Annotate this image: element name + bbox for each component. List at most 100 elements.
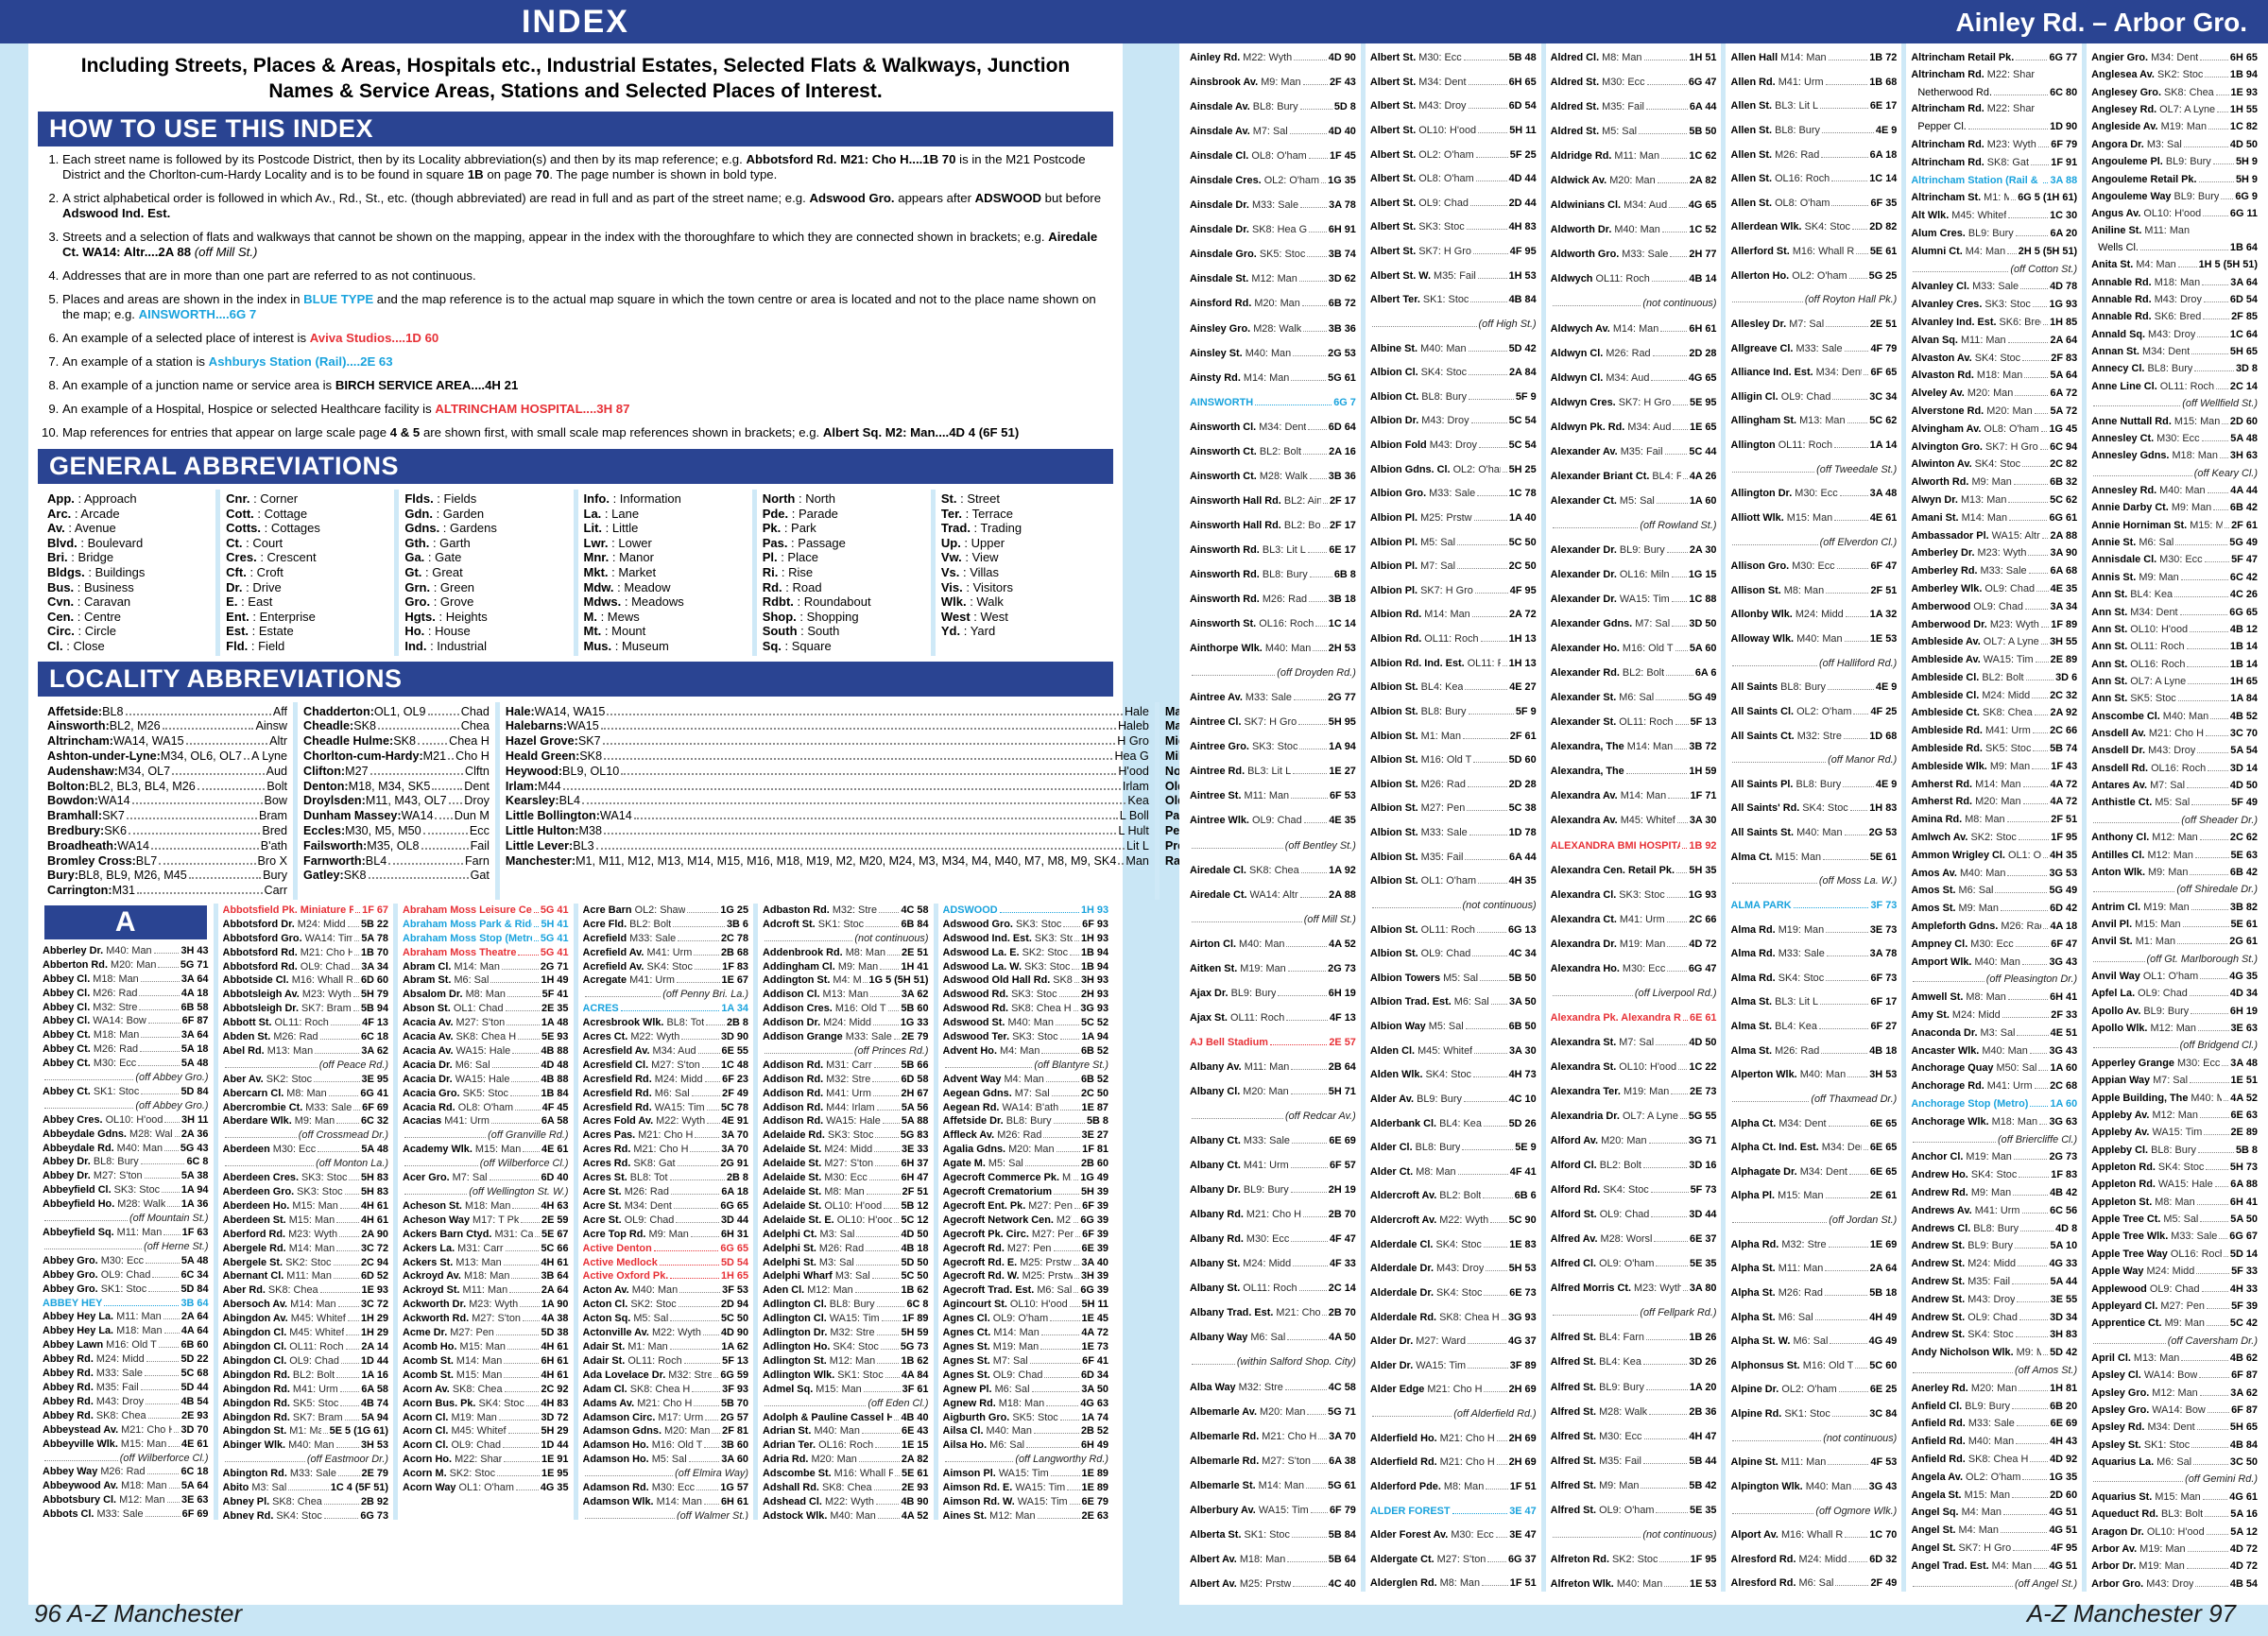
abbreviation-entry: Gt. : Great xyxy=(404,564,463,579)
index-entry: Acrefield Av. M41: Urm 2B 68 xyxy=(582,946,749,958)
how-to-use-item: Map references for entries that appear o… xyxy=(62,425,1109,440)
abbreviation-entry: Up. : Upper xyxy=(940,535,1005,550)
index-entry: Ainsworth Ct. BL2: Bolt 2A 16 xyxy=(1190,445,1356,457)
index-entry: Acheson Way M17: T Pk 2E 59 xyxy=(403,1214,569,1226)
index-entry: Abingdon Cl. OL11: Roch 2A 14 xyxy=(222,1340,389,1352)
index-entry: Agate M. M5: Sal 2B 60 xyxy=(942,1158,1109,1170)
index-entry: Albion Towers M5: Sal 5B 50 xyxy=(1369,972,1537,984)
index-entry: Advent Way M4: Man 6B 52 xyxy=(942,1073,1109,1085)
index-entry: Applewood OL9: Chad 4H 33 xyxy=(2091,1283,2258,1295)
index-entry: Aldwick Av. M20: Man 2A 82 xyxy=(1550,175,1717,187)
abbreviation-entry: Trad. : Trading xyxy=(940,521,1022,536)
index-entry: Abbey Rd. M33: Sale 5C 68 xyxy=(43,1368,209,1380)
abbreviation-entry: Bramhall: SK7 Bram xyxy=(47,809,288,823)
index-entry: (off Shiredale Dr.) xyxy=(2091,883,2258,897)
abbreviation-column: St. : Street Ter. : Terrace Trad. : Tradin… xyxy=(930,490,1109,656)
index-entry: Abram Cl. M14: Man 2G 71 xyxy=(403,960,569,973)
abbreviation-entry: Heywood: BL9, OL10 H'ood xyxy=(505,764,1149,778)
index-entry: Aberdeen M30: Ecc 5A 48 xyxy=(222,1144,389,1156)
index-entry: (off Angel St.) xyxy=(1911,1577,2077,1592)
index-entry: Apsley Cl. WA14: Bow 6F 87 xyxy=(2091,1369,2258,1382)
index-entry: Alpha Ct. M34: Dent 6E 65 xyxy=(1730,1117,1898,1129)
index-entry: Amwell St. M8: Man 6H 41 xyxy=(1911,991,2078,1004)
index-entry: Allonby Wlk. M24: Midd 1A 32 xyxy=(1730,609,1898,621)
index-entry: (off Bridgend Cl.) xyxy=(2091,1039,2258,1053)
index-entry: Amina Rd. M8: Man 2F 51 xyxy=(1911,814,2078,826)
index-entry: (off Gemini Rd.) xyxy=(2091,1472,2258,1487)
abbreviation-entry: Est. : Estate xyxy=(226,624,294,639)
index-entry: Acorn M. SK2: Stoc 1E 95 xyxy=(403,1468,569,1480)
index-entry: Acres Fold Av. M22: Wyth 4E 91 xyxy=(582,1115,749,1128)
abbreviation-column: Chadderton: OL1, OL9 Chad Cheadle: SK8 Chea… xyxy=(293,701,495,900)
index-entry: Apperley Grange M30: Ecc 3A 48 xyxy=(2091,1057,2258,1069)
index-entry: Agalia Gdns. M20: Man 1F 81 xyxy=(942,1144,1109,1156)
index-entry: All Saints Ct. M32: Stre 1D 68 xyxy=(1730,730,1898,742)
index-entry: Albion St. BL8: Bury 5F 9 xyxy=(1369,705,1537,717)
index-entry: Abbeyville Wlk. M15: Man 4E 61 xyxy=(43,1438,209,1450)
index-entry: Agecroft Rd. W. M25: Prstw 3H 39 xyxy=(942,1270,1109,1283)
index-entry: Anfield Rd. M33: Sale 6E 69 xyxy=(1911,1418,2078,1430)
abbreviation-entry: Affetside: BL8 Aff xyxy=(47,704,288,718)
index-entry: (off Blantyre St.) xyxy=(943,1059,1108,1073)
index-entry: Albany Dr. BL9: Bury 2H 19 xyxy=(1190,1184,1356,1197)
index-entry: Alderdale Rd. SK8: Chea H 3G 93 xyxy=(1369,1311,1537,1323)
abbreviation-entry: Chadderton: OL1, OL9 Chad xyxy=(303,704,490,718)
index-entry: Aimson Pl. WA15: Tim 1E 89 xyxy=(942,1468,1109,1480)
index-entry: Aldred St. M35: Fail 6A 44 xyxy=(1550,101,1717,113)
index-entry: Alpington Wlk. M40: Man 3G 43 xyxy=(1730,1480,1898,1492)
index-entry: Amos Av. M40: Man 3G 53 xyxy=(1911,867,2078,879)
abbreviation-entry: Bri. : Bridge xyxy=(47,550,114,565)
how-to-use-item: Addresses that are in more than one part… xyxy=(62,268,1109,284)
index-entry: Adscombe St. M16: Whall R 5E 61 xyxy=(763,1468,929,1480)
index-entry: Adswood Rd. SK8: Chea H 3G 93 xyxy=(942,1003,1109,1015)
index-entry: Ainley Rd. M22: Wyth 4D 90 xyxy=(1190,52,1356,63)
index-entry: Ackers Barn Ctyd. M31: Carr5E 67 xyxy=(403,1228,569,1240)
index-entry: Abbotsleigh Dr. SK7: Bram 5B 94 xyxy=(222,1003,389,1015)
index-entry: Adam Cl. SK8: Chea H 3F 93 xyxy=(582,1383,749,1395)
index-entry: Abbey Lawn M16: Old T 6B 60 xyxy=(43,1339,209,1352)
index-entry: Alden Wlk. SK4: Stoc 4H 73 xyxy=(1369,1069,1537,1081)
index-entry: Abden St. M26: Rad 6C 18 xyxy=(222,1031,389,1043)
index-entry: Andrews Cl. BL8: Bury 4D 8 xyxy=(1911,1222,2078,1234)
index-entry: Acomb St. M15: Man 4H 61 xyxy=(403,1369,569,1381)
index-column: Aldred Cl. M8: Man 1H 51 Aldred St. M30: E… xyxy=(1540,43,1722,1592)
index-entry: Abbey Hey La. M18: Man 4A 64 xyxy=(43,1325,209,1337)
abbreviation-entry: Gdn. : Garden xyxy=(404,506,485,521)
index-entry: Ainsworth St. OL16: Roch 1C 14 xyxy=(1190,618,1356,630)
index-entry: Aber Rd. SK8: Chea 1E 93 xyxy=(222,1284,389,1297)
index-entry: Agecroft Commerce Pk. M27: Pen1G 49 xyxy=(942,1172,1109,1184)
index-entry: Ambleside Cl. BL2: Bolt 3D 6 xyxy=(1911,671,2078,683)
index-entry: Adelphi St. M3: Sal 5D 50 xyxy=(763,1256,929,1268)
index-entry: Ambassador Pl. WA15: Altr 2A 88 xyxy=(1911,529,2078,542)
index-entry: Antilles Cl. M12: Man 5E 63 xyxy=(2091,849,2258,861)
index-entry: Apsley Gro. WA14: Bow 6F 87 xyxy=(2091,1404,2258,1417)
index-entry: Angus Av. OL10: H'ood 6G 11 xyxy=(2091,208,2258,220)
index-entry: Advent Ho. M4: Man 6B 52 xyxy=(942,1044,1109,1057)
index-entry: Agecroft Trad. Est. M6: Sal 6G 39 xyxy=(942,1284,1109,1297)
index-entry: Annesley Gdns. M18: Man 3H 63 xyxy=(2091,450,2258,462)
index-entry: Agnes Ct. M14: Man 4A 72 xyxy=(942,1327,1109,1339)
index-entry: Alliance Ind. Est. M34: Dent 6F 65 xyxy=(1730,367,1898,379)
index-entry: Appleton Rd. WA15: Hale 6A 88 xyxy=(2091,1179,2258,1191)
index-entry: (off Droyden Rd.) xyxy=(1190,666,1356,680)
index-entry: Ackroyd Av. M18: Man 3B 64 xyxy=(403,1270,569,1283)
abbreviation-entry: Ainsworth: BL2, M26 Ainsw xyxy=(47,719,288,733)
abbreviation-entry: Kearsley: BL4 Kea xyxy=(505,794,1149,808)
index-entry: (off Briercliffe Cl.) xyxy=(1911,1133,2077,1147)
abbreviation-entry: Cotts. : Cottages xyxy=(226,521,320,536)
index-entry: Abbotsford Rd. OL9: Chad 3A 34 xyxy=(222,960,389,973)
index-entry: Acacia Dr. M6: Sal 4D 48 xyxy=(403,1059,569,1071)
index-entry: All Saints St. M40: Man 2G 53 xyxy=(1730,827,1898,838)
index-entry: Ainsworth Hall Rd. BL2: Bolt2F 17 xyxy=(1190,519,1356,531)
index-entry: Alvan Sq. M11: Man 2A 64 xyxy=(1911,334,2078,346)
index-entry: Acacia Av. WA15: Hale 4B 88 xyxy=(403,1044,569,1057)
top-title-bar xyxy=(0,0,2268,43)
index-entry: Aquarius La. M6: Sal 3C 50 xyxy=(2091,1456,2258,1469)
index-entry: Alfred St. M9: Man 5B 42 xyxy=(1550,1479,1717,1491)
index-entry: Andrew St. SK4: Stoc 3H 83 xyxy=(1911,1329,2078,1341)
index-entry: Alford Rd. SK4: Stoc 5F 73 xyxy=(1550,1184,1717,1197)
left-page: Including Streets, Places & Areas, Hospi… xyxy=(28,43,1971,1605)
abbreviation-entry: Bury: BL8, BL9, M26, M45 Bury xyxy=(47,869,288,883)
